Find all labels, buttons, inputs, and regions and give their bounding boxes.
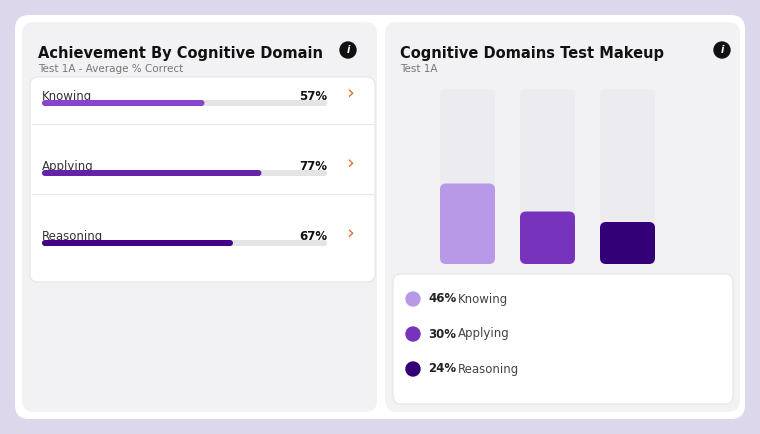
Text: i: i (720, 45, 724, 55)
Text: ›: › (346, 224, 354, 243)
FancyBboxPatch shape (440, 89, 495, 264)
Text: 67%: 67% (299, 230, 327, 243)
Text: Knowing: Knowing (42, 90, 92, 103)
Text: 46%: 46% (428, 293, 456, 306)
Text: i: i (347, 45, 350, 55)
FancyBboxPatch shape (42, 170, 261, 176)
FancyBboxPatch shape (30, 77, 375, 282)
FancyBboxPatch shape (42, 240, 233, 246)
Text: 57%: 57% (299, 90, 327, 103)
Text: ›: › (346, 83, 354, 102)
Text: Achievement By Cognitive Domain: Achievement By Cognitive Domain (38, 46, 323, 61)
Circle shape (406, 292, 420, 306)
Text: Test 1A: Test 1A (400, 64, 438, 74)
Text: Reasoning: Reasoning (458, 362, 519, 375)
Circle shape (406, 327, 420, 341)
Text: Knowing: Knowing (458, 293, 508, 306)
FancyBboxPatch shape (385, 22, 740, 412)
FancyBboxPatch shape (600, 222, 655, 264)
Text: 24%: 24% (428, 362, 456, 375)
Text: 77%: 77% (299, 160, 327, 173)
Circle shape (340, 42, 356, 58)
Circle shape (714, 42, 730, 58)
FancyBboxPatch shape (15, 15, 745, 419)
FancyBboxPatch shape (520, 211, 575, 264)
Text: Applying: Applying (458, 328, 510, 341)
FancyBboxPatch shape (440, 184, 495, 264)
FancyBboxPatch shape (520, 89, 575, 264)
FancyBboxPatch shape (393, 274, 733, 404)
FancyBboxPatch shape (42, 100, 327, 106)
FancyBboxPatch shape (42, 100, 204, 106)
FancyBboxPatch shape (42, 240, 327, 246)
Text: 30%: 30% (428, 328, 456, 341)
Text: Cognitive Domains Test Makeup: Cognitive Domains Test Makeup (400, 46, 664, 61)
Text: Reasoning: Reasoning (42, 230, 103, 243)
FancyBboxPatch shape (42, 170, 327, 176)
Text: Applying: Applying (42, 160, 93, 173)
FancyBboxPatch shape (600, 89, 655, 264)
Text: Test 1A - Average % Correct: Test 1A - Average % Correct (38, 64, 183, 74)
FancyBboxPatch shape (22, 22, 377, 412)
Circle shape (406, 362, 420, 376)
Text: ›: › (346, 154, 354, 172)
